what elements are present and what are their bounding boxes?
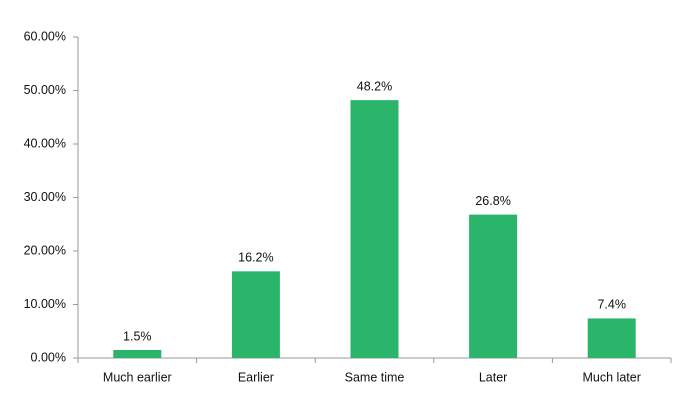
- x-tick-label: Earlier: [238, 370, 274, 384]
- x-tick-label: Same time: [345, 370, 405, 384]
- bar: [469, 214, 518, 358]
- y-tick-label: 20.00%: [24, 243, 66, 257]
- value-label: 48.2%: [357, 79, 392, 93]
- value-label: 16.2%: [238, 251, 273, 265]
- value-label: 26.8%: [475, 194, 510, 208]
- x-tick-label: Later: [479, 370, 508, 384]
- y-tick-label: 50.00%: [24, 83, 66, 97]
- x-tick-label: Much earlier: [103, 370, 172, 384]
- bar: [587, 318, 636, 358]
- bar: [113, 349, 162, 358]
- y-tick-label: 60.00%: [24, 29, 66, 43]
- y-tick-label: 0.00%: [31, 350, 66, 364]
- y-tick-label: 10.00%: [24, 297, 66, 311]
- value-label: 1.5%: [123, 329, 152, 343]
- x-tick-label: Much later: [583, 370, 641, 384]
- value-label: 7.4%: [597, 298, 626, 312]
- bar: [350, 100, 399, 358]
- y-tick-label: 40.00%: [24, 136, 66, 150]
- y-tick-label: 30.00%: [24, 190, 66, 204]
- bar: [231, 271, 280, 358]
